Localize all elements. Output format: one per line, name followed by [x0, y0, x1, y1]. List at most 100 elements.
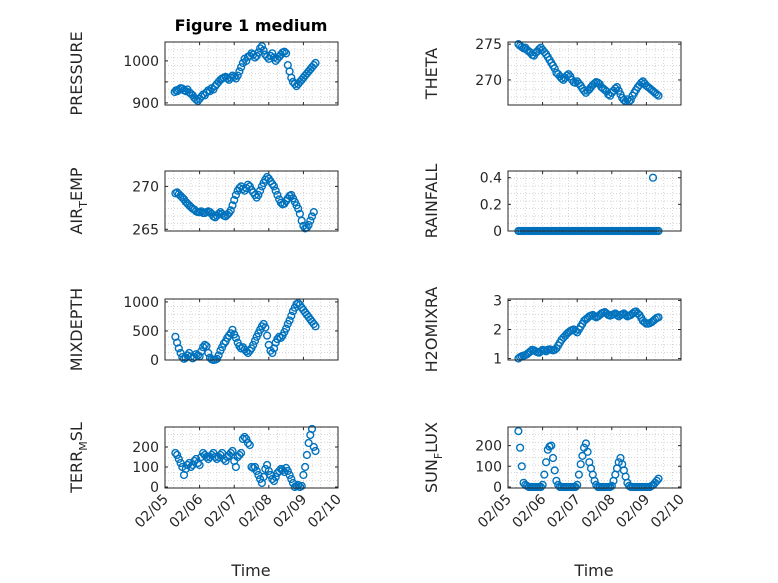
data-point — [652, 90, 661, 99]
data-point — [268, 49, 277, 58]
data-point — [174, 344, 183, 353]
data-point — [173, 450, 182, 460]
data-point — [276, 198, 286, 207]
data-point — [171, 448, 180, 458]
axes-box — [507, 426, 682, 489]
data-point — [574, 470, 584, 479]
data-point — [307, 212, 317, 221]
y-tick-label: 1 — [493, 352, 502, 368]
x-axis-label-right: Time — [573, 561, 613, 580]
y-tick-label: 1000 — [123, 295, 159, 311]
y-tick-label: 0.2 — [480, 197, 502, 213]
data-point — [264, 466, 273, 476]
data-point — [583, 447, 592, 456]
data-point — [257, 42, 267, 51]
data-point — [541, 458, 551, 467]
data-point — [654, 91, 663, 100]
axes-box — [507, 298, 682, 361]
data-point — [233, 71, 242, 80]
data-point — [294, 204, 303, 213]
grid-lines — [507, 171, 682, 231]
subplot-rainfall: 0 0.2 0.4 RAINFALL — [422, 164, 682, 240]
data-point — [231, 190, 241, 200]
x-tick-label: 02/08 — [236, 492, 276, 532]
data-point — [228, 446, 237, 456]
data-point — [283, 466, 292, 476]
subplot-pressure: 900 1000 PRESSURE — [67, 31, 339, 116]
data-point — [259, 46, 268, 55]
data-point — [547, 441, 556, 450]
data-point — [515, 443, 525, 452]
data-point — [648, 173, 658, 182]
data-point — [200, 340, 209, 350]
data-point — [564, 70, 573, 79]
data-point — [306, 216, 315, 225]
data-point — [517, 462, 526, 471]
data-point — [228, 201, 237, 210]
data-point — [282, 324, 291, 333]
data-point — [254, 190, 263, 200]
data-point — [204, 348, 213, 358]
data-point — [219, 339, 228, 348]
data-series — [170, 42, 320, 105]
axes-box — [164, 298, 339, 361]
x-tick-label: 02/09 — [613, 492, 653, 532]
y-tick-label: 900 — [132, 96, 159, 112]
data-point — [209, 448, 218, 458]
data-point — [228, 325, 237, 334]
axes-box — [507, 170, 682, 232]
data-point — [548, 453, 558, 463]
y-tick-label: 100 — [475, 459, 502, 475]
data-point — [226, 73, 235, 82]
x-tick-label: 02/09 — [270, 492, 310, 532]
data-point — [211, 452, 220, 462]
grid-lines — [164, 171, 339, 231]
data-point — [311, 58, 320, 68]
data-point — [287, 73, 296, 82]
data-point — [231, 333, 241, 343]
y-tick-label: 265 — [132, 222, 159, 238]
y-tick-label: 1000 — [123, 54, 159, 70]
y-axis-label: AIRTEMP — [67, 167, 90, 234]
data-point — [590, 476, 599, 485]
data-point — [181, 464, 190, 474]
y-axis-label: TERRMSL — [67, 422, 90, 494]
data-point — [590, 79, 599, 88]
data-point — [299, 470, 308, 480]
data-point — [607, 481, 616, 491]
data-point — [249, 340, 258, 350]
data-point — [221, 456, 230, 466]
data-point — [581, 439, 591, 448]
data-point — [576, 460, 585, 469]
x-tick-label: 02/05 — [475, 492, 515, 532]
data-point — [280, 47, 289, 56]
data-point — [237, 448, 246, 458]
data-point — [269, 182, 279, 191]
data-point — [214, 209, 223, 219]
data-point — [226, 448, 235, 458]
data-point — [250, 462, 260, 472]
x-tick-label: 02/06 — [510, 491, 550, 531]
data-series — [171, 424, 320, 492]
data-point — [186, 462, 196, 472]
data-point — [287, 474, 296, 484]
x-tick-label: 02/05 — [132, 492, 172, 532]
data-point — [238, 184, 248, 194]
data-point — [261, 323, 270, 332]
data-series — [514, 427, 663, 492]
data-point — [579, 86, 589, 95]
y-tick-label: 500 — [132, 324, 159, 340]
data-point — [285, 470, 294, 480]
data-point — [285, 316, 294, 325]
data-point — [309, 208, 318, 217]
data-point — [304, 220, 313, 230]
data-point — [302, 450, 312, 460]
x-tick-label: 02/08 — [579, 492, 619, 532]
y-tick-label: 270 — [475, 73, 502, 89]
x-tick-label: 02/07 — [201, 492, 241, 532]
data-point — [192, 454, 201, 464]
data-point — [652, 476, 661, 485]
grid-lines — [507, 299, 682, 360]
